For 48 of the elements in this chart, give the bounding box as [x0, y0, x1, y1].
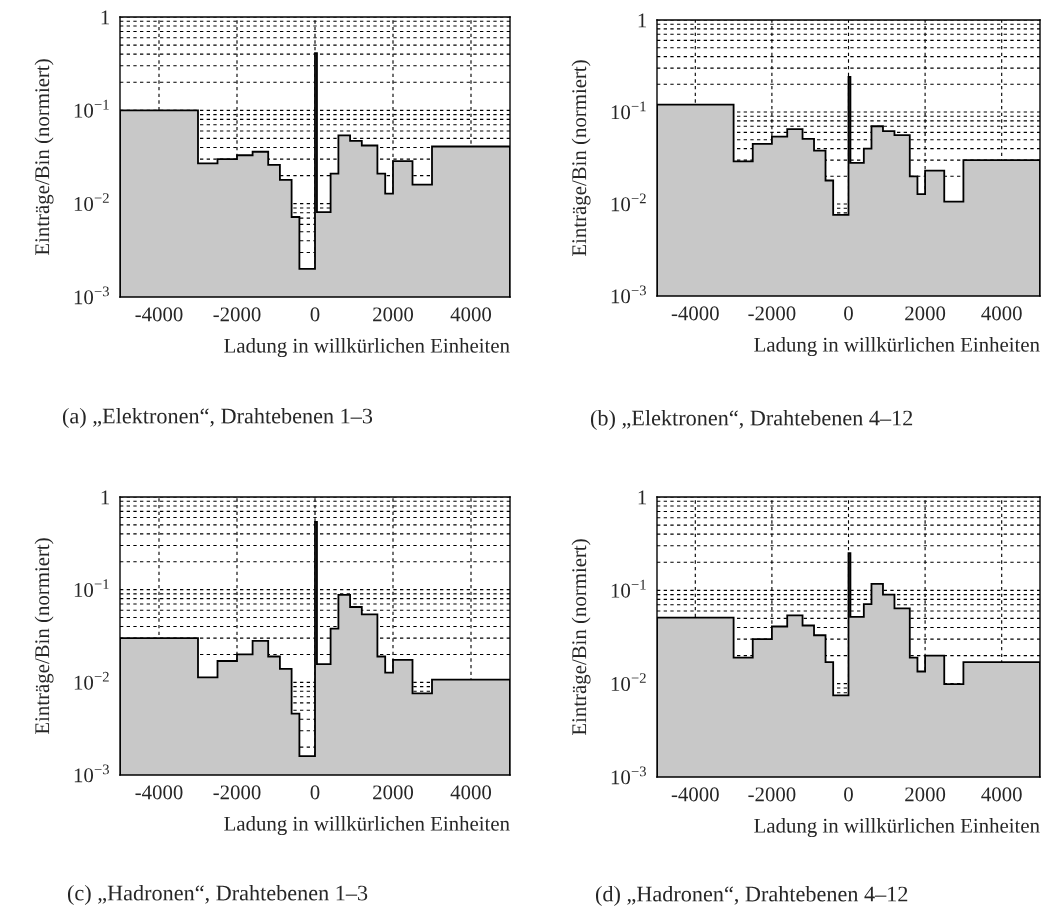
y-axis-title: Einträge/Bin (normiert): [34, 59, 54, 256]
y-tick-label: 10$^{−1}$: [611, 579, 646, 598]
x-axis-title: Ladung in willkürlichen Einheiten: [754, 818, 1040, 838]
x-tick-label: -4000: [671, 306, 719, 321]
x-tick-label: -4000: [135, 785, 183, 800]
text: (c) „Hadronen“, Drahtebenen 1–3: [67, 884, 368, 906]
y-tick-label: 1: [638, 13, 647, 28]
x-tick-label: -2000: [748, 787, 796, 802]
y-axis-title: Einträge/Bin (normiert): [571, 60, 591, 257]
y-axis-title: Einträge/Bin (normiert): [571, 539, 591, 736]
x-tick-label: 4000: [450, 307, 492, 322]
y-tick-label: 10$^{−2}$: [611, 193, 646, 212]
x-tick-label: 0: [310, 307, 320, 322]
text: (a) „Elektronen“, Drahtebenen 1–3: [62, 407, 373, 429]
x-axis-title: Ladung in willkürlichen Einheiten: [224, 338, 510, 358]
x-tick-label: -4000: [671, 787, 719, 802]
x-tick-label: 4000: [981, 787, 1022, 802]
y-axis-title: Einträge/Bin (normiert): [34, 538, 54, 735]
y-tick-label: 10$^{−1}$: [611, 101, 646, 120]
y-tick-label: 10$^{−2}$: [611, 673, 646, 692]
x-tick-label: 2000: [905, 787, 946, 802]
x-tick-label: -4000: [135, 307, 183, 322]
y-tick-label: 10$^{−1}$: [74, 99, 109, 118]
x-axis-title: Ladung in willkürlichen Einheiten: [754, 337, 1040, 357]
y-tick-label: 10$^{−3}$: [74, 764, 109, 783]
y-tick-label: 10$^{−3}$: [611, 766, 646, 785]
x-axis-title: Ladung in willkürlichen Einheiten: [224, 816, 510, 836]
y-tick-label: 10$^{−3}$: [74, 286, 109, 305]
y-tick-label: 1: [101, 10, 110, 25]
x-tick-label: 0: [310, 785, 320, 800]
x-tick-label: -2000: [213, 307, 261, 322]
y-tick-label: 10$^{−3}$: [611, 285, 646, 304]
y-tick-label: 1: [638, 490, 647, 505]
y-tick-label: 10$^{−2}$: [74, 671, 109, 690]
y-tick-label: 10$^{−1}$: [74, 579, 109, 597]
x-tick-label: 4000: [450, 785, 492, 800]
x-tick-label: 2000: [905, 306, 946, 321]
x-tick-label: 2000: [373, 785, 414, 800]
text: (b) „Elektronen“, Drahtebenen 4–12: [590, 409, 913, 431]
text: (d) „Hadronen“, Drahtebenen 4–12: [595, 885, 908, 907]
x-tick-label: 2000: [373, 307, 414, 322]
x-tick-label: 0: [844, 787, 853, 802]
x-tick-label: -2000: [748, 306, 796, 321]
y-tick-label: 10$^{−2}$: [74, 193, 109, 212]
x-tick-label: 4000: [981, 306, 1022, 321]
y-tick-label: 1: [101, 490, 110, 505]
x-tick-label: 0: [844, 306, 853, 321]
x-tick-label: -2000: [213, 785, 261, 800]
